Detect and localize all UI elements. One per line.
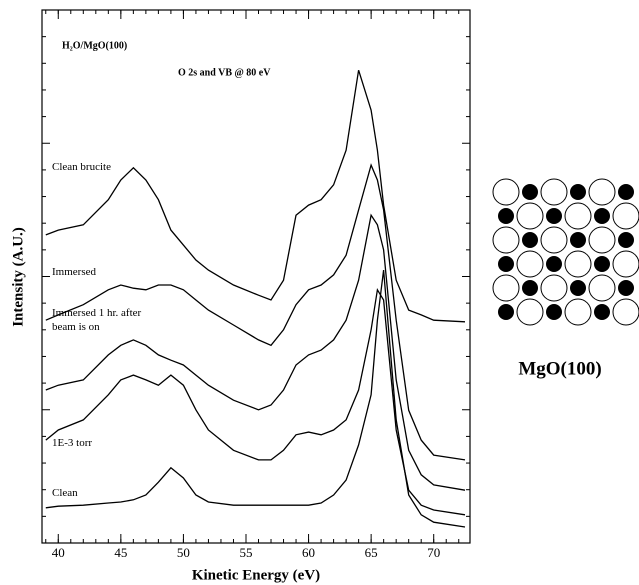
o-atom bbox=[588, 226, 616, 254]
mg-atom bbox=[570, 184, 586, 200]
o-atom bbox=[540, 274, 568, 302]
x-tick-label: 55 bbox=[239, 545, 252, 560]
x-tick-label: 40 bbox=[52, 545, 65, 560]
y-axis-label: Intensity (A.U.) bbox=[10, 227, 26, 327]
mg-atom bbox=[546, 256, 562, 272]
spectrum-line bbox=[45, 70, 466, 323]
series-label: Immersed bbox=[52, 266, 96, 278]
series-label: Immersed 1 hr. after beam is on bbox=[52, 307, 142, 333]
o-atom bbox=[516, 298, 544, 326]
o-atom bbox=[516, 250, 544, 278]
x-axis-label: Kinetic Energy (eV) bbox=[192, 567, 320, 583]
o-atom bbox=[612, 250, 639, 278]
x-tick-label: 45 bbox=[114, 545, 127, 560]
spectrum-line bbox=[45, 270, 466, 528]
x-tick-label: 70 bbox=[427, 545, 440, 560]
mg-atom bbox=[570, 280, 586, 296]
mg-atom bbox=[594, 256, 610, 272]
x-tick-label: 65 bbox=[365, 545, 378, 560]
o-atom bbox=[564, 202, 592, 230]
o-atom bbox=[588, 178, 616, 206]
diagram-label: MgO(100) bbox=[518, 358, 601, 379]
mg-atom bbox=[546, 304, 562, 320]
mg-atom bbox=[498, 304, 514, 320]
o-atom bbox=[516, 202, 544, 230]
o-atom bbox=[612, 202, 639, 230]
o-atom bbox=[492, 274, 520, 302]
o-atom bbox=[612, 298, 639, 326]
o-atom bbox=[588, 274, 616, 302]
mg-atom bbox=[546, 208, 562, 224]
annotation: O 2s and VB @ 80 eV bbox=[178, 67, 271, 78]
spectrum-line bbox=[45, 287, 466, 516]
mg-atom bbox=[522, 232, 538, 248]
spectrum-line bbox=[45, 163, 466, 461]
o-atom bbox=[564, 298, 592, 326]
series-label: Clean brucite bbox=[52, 161, 111, 173]
x-tick-label: 50 bbox=[177, 545, 190, 560]
mg-atom bbox=[570, 232, 586, 248]
mg-atom bbox=[522, 280, 538, 296]
mg-atom bbox=[498, 208, 514, 224]
o-atom bbox=[492, 226, 520, 254]
o-atom bbox=[492, 178, 520, 206]
spectrum-line bbox=[45, 213, 466, 491]
mg-atom bbox=[618, 280, 634, 296]
series-label: 1E-3 torr bbox=[52, 437, 93, 449]
series-label: Clean bbox=[52, 487, 78, 499]
mg-atom bbox=[594, 208, 610, 224]
mg-atom bbox=[618, 184, 634, 200]
mg-atom bbox=[618, 232, 634, 248]
o-atom bbox=[540, 178, 568, 206]
annotation: H₂O/MgO(100) bbox=[62, 40, 127, 51]
o-atom bbox=[540, 226, 568, 254]
mg-atom bbox=[498, 256, 514, 272]
mg-atom bbox=[522, 184, 538, 200]
mgo-lattice bbox=[492, 178, 639, 326]
x-tick-label: 60 bbox=[302, 545, 315, 560]
mg-atom bbox=[594, 304, 610, 320]
o-atom bbox=[564, 250, 592, 278]
